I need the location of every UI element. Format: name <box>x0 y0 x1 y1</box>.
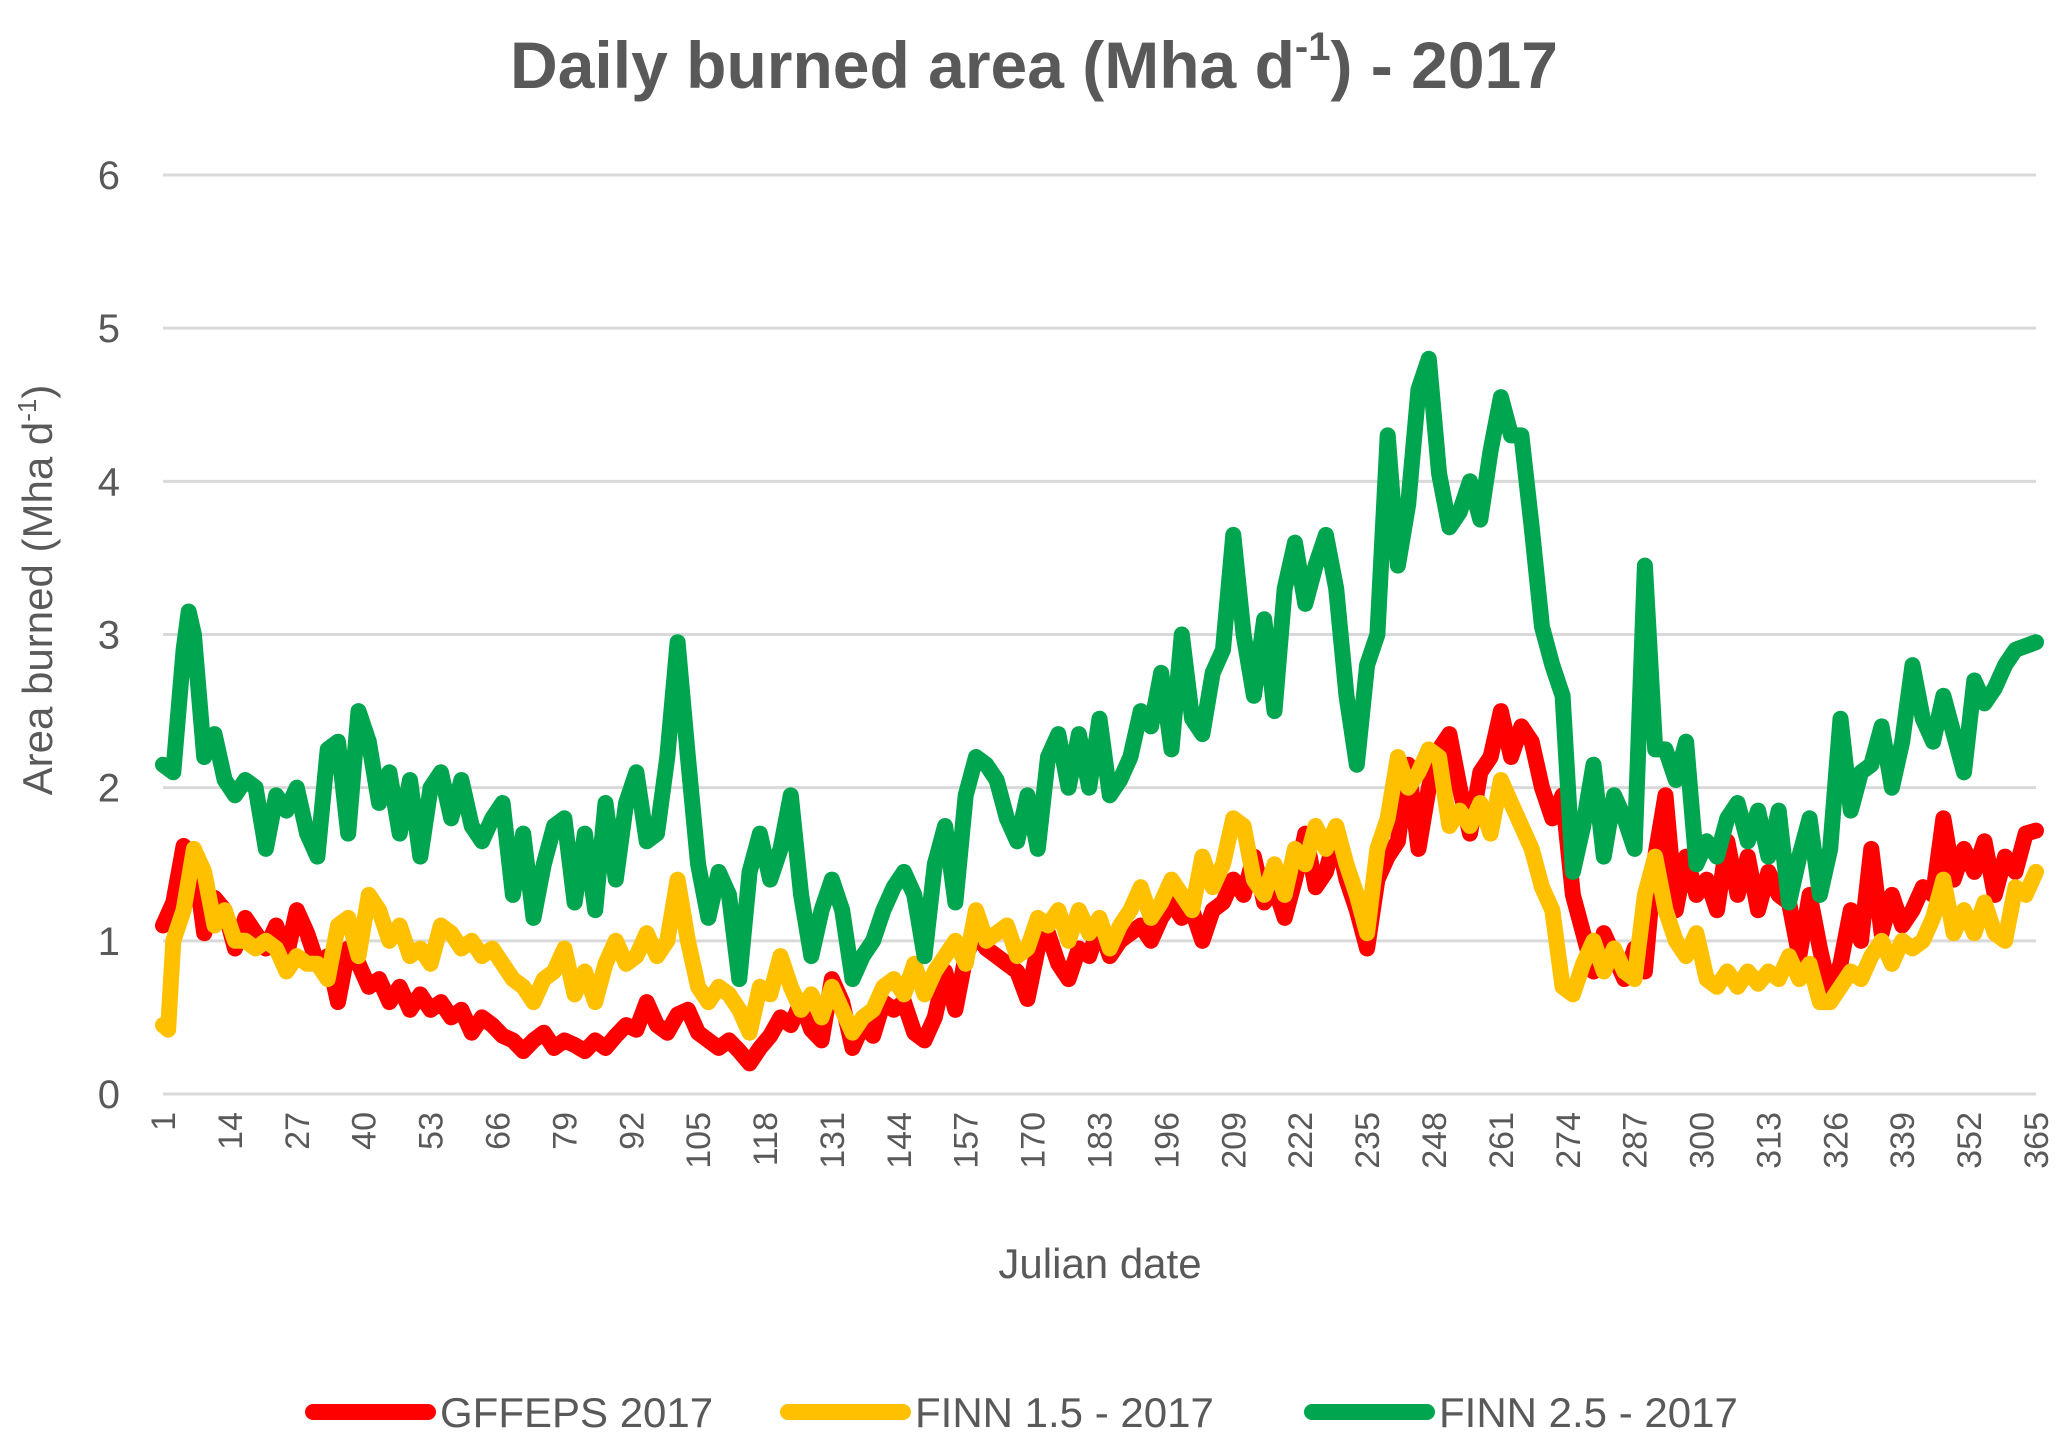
x-tick-label: 92 <box>613 1112 651 1150</box>
x-axis-ticks: 1 14 27 40 53 66 79 92 105 118 131 144 157 170 183 196 2… <box>145 1112 2056 1169</box>
x-tick-label: 183 <box>1082 1112 1120 1169</box>
x-tick-label: 131 <box>814 1112 852 1169</box>
legend-label-1: FINN 1.5 - 2017 <box>915 1389 1214 1436</box>
x-tick-label: 53 <box>413 1112 451 1150</box>
legend-label-2: FINN 2.5 - 2017 <box>1439 1389 1738 1436</box>
y-tick-label: 0 <box>98 1073 120 1117</box>
y-tick-label: 6 <box>98 154 120 198</box>
x-tick-label: 365 <box>2018 1112 2056 1169</box>
x-tick-label: 248 <box>1416 1112 1454 1169</box>
x-tick-label: 300 <box>1684 1112 1722 1169</box>
y-tick-label: 4 <box>98 460 120 504</box>
legend: GFFEPS 2017 FINN 1.5 - 2017 FINN 2.5 - 201… <box>305 1389 1738 1436</box>
y-tick-label: 5 <box>98 307 120 351</box>
x-tick-label: 222 <box>1282 1112 1320 1169</box>
gridlines <box>163 173 2036 1096</box>
y-axis-ticks: 0 1 2 3 4 5 6 <box>98 154 120 1117</box>
chart-title: Daily burned area (Mha d-1) - 2017 <box>510 25 1558 102</box>
y-tick-label: 3 <box>98 614 120 658</box>
x-tick-label: 14 <box>212 1112 250 1150</box>
x-tick-label: 196 <box>1148 1112 1186 1169</box>
x-tick-label: 209 <box>1215 1112 1253 1169</box>
y-tick-label: 2 <box>98 767 120 811</box>
x-tick-label: 66 <box>479 1112 517 1150</box>
x-tick-label: 235 <box>1349 1112 1387 1169</box>
x-tick-label: 105 <box>680 1112 718 1169</box>
x-tick-label: 170 <box>1015 1112 1053 1169</box>
x-tick-label: 27 <box>279 1112 317 1150</box>
x-tick-label: 1 <box>145 1112 183 1131</box>
x-tick-label: 144 <box>881 1112 919 1169</box>
x-tick-label: 274 <box>1550 1112 1588 1169</box>
series-line-1 <box>155 741 2044 1041</box>
y-tick-label: 1 <box>98 920 120 964</box>
y-axis-title: Area burned (Mha d-1) <box>12 385 61 796</box>
series-line-2 <box>155 350 2044 988</box>
x-tick-label: 157 <box>948 1112 986 1169</box>
x-tick-label: 118 <box>747 1112 785 1166</box>
x-tick-label: 287 <box>1617 1112 1655 1169</box>
series-lines <box>155 350 2044 1072</box>
x-tick-label: 326 <box>1817 1112 1855 1169</box>
x-tick-label: 313 <box>1750 1112 1788 1169</box>
x-tick-label: 40 <box>346 1112 384 1150</box>
x-tick-label: 79 <box>546 1112 584 1150</box>
x-axis-title: Julian date <box>998 1240 1201 1287</box>
x-tick-label: 339 <box>1884 1112 1922 1169</box>
x-tick-label: 352 <box>1951 1112 1989 1169</box>
legend-label-0: GFFEPS 2017 <box>440 1389 713 1436</box>
x-tick-label: 261 <box>1483 1112 1521 1169</box>
